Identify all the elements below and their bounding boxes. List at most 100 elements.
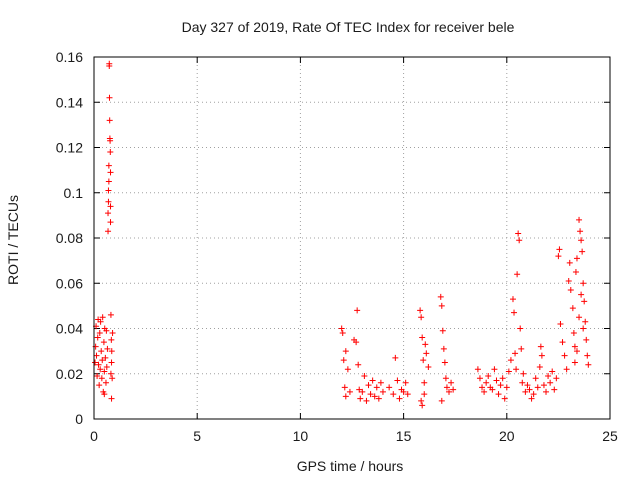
ticks-layer: 0 5 10 15 20 25 0 0.02 0.04 0.06 0.08 0.1 0.12 0.14 0.… — [56, 49, 618, 444]
data-point — [418, 397, 425, 404]
data-point — [515, 230, 522, 237]
data-point — [107, 203, 114, 210]
data-point — [400, 388, 407, 395]
data-point — [489, 386, 496, 393]
data-point — [101, 368, 108, 375]
data-point — [108, 395, 115, 402]
data-point — [572, 268, 579, 275]
y-axis-label: ROTI / TECUs — [5, 195, 21, 285]
data-point — [511, 309, 518, 316]
data-point — [95, 361, 102, 368]
data-point — [551, 386, 558, 393]
data-point — [571, 359, 578, 366]
data-point — [545, 373, 552, 380]
data-point — [106, 63, 113, 70]
data-point — [481, 388, 488, 395]
data-point — [105, 187, 112, 194]
data-point — [536, 363, 543, 370]
data-point — [446, 388, 453, 395]
data-point — [584, 352, 591, 359]
data-point — [522, 388, 529, 395]
data-point — [516, 237, 523, 244]
data-point — [98, 375, 105, 382]
data-point — [422, 341, 429, 348]
data-point — [101, 391, 108, 398]
data-point — [363, 397, 370, 404]
data-point — [107, 219, 114, 226]
data-point — [421, 379, 428, 386]
data-point — [578, 291, 585, 298]
data-point — [491, 366, 498, 373]
data-point — [108, 336, 115, 343]
grid-layer — [94, 57, 610, 419]
data-point — [534, 384, 541, 391]
data-point — [359, 388, 366, 395]
data-point — [512, 350, 519, 357]
data-point — [369, 377, 376, 384]
data-point — [98, 348, 105, 355]
y-tick-label: 0.12 — [56, 140, 83, 156]
y-tick-label: 0.04 — [56, 321, 83, 337]
data-point — [417, 307, 424, 314]
data-point — [499, 375, 506, 382]
data-point — [579, 248, 586, 255]
data-point — [566, 259, 573, 266]
data-point — [576, 314, 583, 321]
data-point — [553, 375, 560, 382]
data-point — [526, 386, 533, 393]
data-point — [580, 325, 587, 332]
data-point — [513, 366, 520, 373]
data-point — [361, 373, 368, 380]
data-point — [437, 293, 444, 300]
data-point — [105, 162, 112, 169]
data-point — [108, 359, 115, 366]
data-point — [509, 296, 516, 303]
data-point — [438, 397, 445, 404]
data-point — [479, 384, 486, 391]
data-point — [365, 382, 372, 389]
data-point — [441, 359, 448, 366]
y-tick-label: 0.08 — [56, 230, 83, 246]
data-point — [107, 169, 114, 176]
data-point — [569, 305, 576, 312]
data-point — [439, 327, 446, 334]
data-point — [338, 325, 345, 332]
data-point — [99, 357, 106, 364]
data-point — [495, 391, 502, 398]
data-point — [340, 357, 347, 364]
data-point — [520, 370, 527, 377]
data-point — [107, 149, 114, 156]
data-point — [474, 366, 481, 373]
data-point — [107, 137, 114, 144]
data-point — [573, 348, 580, 355]
data-point — [559, 339, 566, 346]
plot-frame — [93, 56, 611, 420]
data-point — [443, 384, 450, 391]
data-point — [442, 375, 449, 382]
chart-title: Day 327 of 2019, Rate Of TEC Index for r… — [182, 19, 515, 35]
data-point — [344, 366, 351, 373]
y-tick-label: 0.16 — [56, 49, 83, 65]
data-point — [543, 388, 550, 395]
data-point — [92, 359, 99, 366]
data-point — [97, 318, 104, 325]
data-point — [517, 325, 524, 332]
data-point — [505, 368, 512, 375]
data-point — [367, 391, 374, 398]
data-point — [394, 377, 401, 384]
data-point — [392, 354, 399, 361]
data-point — [96, 330, 103, 337]
data-point — [354, 307, 361, 314]
data-point — [106, 117, 113, 124]
data-point — [106, 94, 113, 101]
data-point — [565, 277, 572, 284]
data-point — [107, 370, 114, 377]
data-point — [507, 357, 514, 364]
data-point — [540, 382, 547, 389]
data-point — [476, 375, 483, 382]
y-tick-label: 0.02 — [56, 366, 83, 382]
data-point — [339, 330, 346, 337]
data-point — [346, 388, 353, 395]
x-tick-label: 25 — [602, 428, 618, 444]
data-point — [519, 379, 526, 386]
